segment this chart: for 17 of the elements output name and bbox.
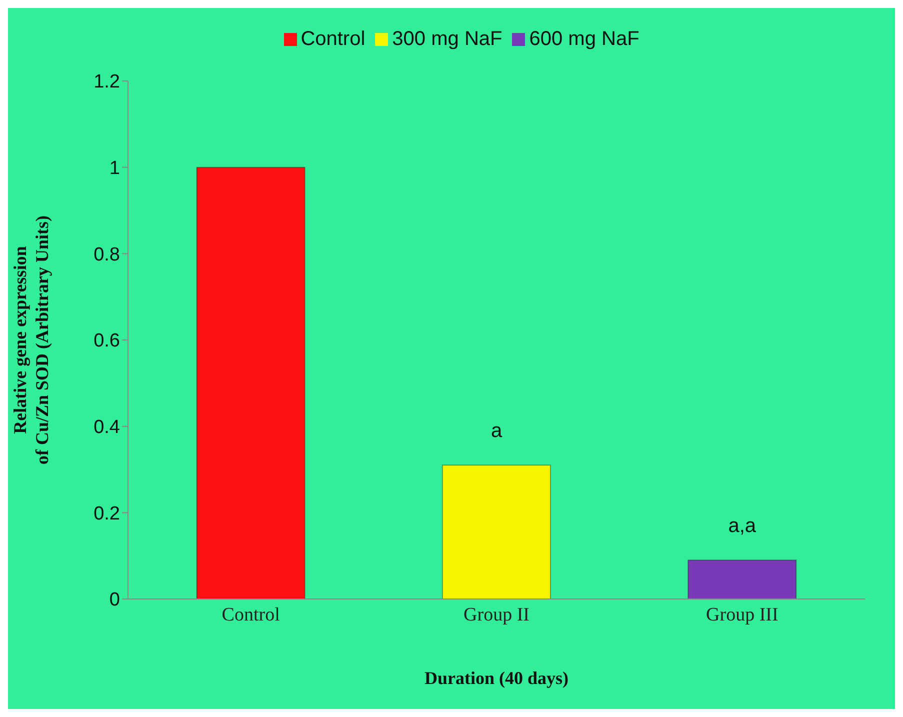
y-tick-label: 0.2 (94, 503, 120, 524)
y-tick-label: 0.4 (94, 417, 120, 438)
annotation: a,a (728, 515, 757, 538)
x-tick-label: Group II (464, 604, 530, 626)
x-tick-label: Group III (706, 604, 778, 626)
y-axis-title: Relative gene expression of Cu/Zn SOD (Arbitrary Units) (10, 215, 52, 465)
x-tick-label: Control (222, 604, 280, 626)
legend-label: 600 mg NaF (529, 28, 640, 50)
legend-label: Control (300, 28, 366, 50)
y-tick-label: 0 (109, 590, 120, 611)
x-axis-title: Duration (40 days) (424, 668, 569, 688)
y-tick-label: 0.8 (94, 244, 120, 266)
y-tick-label: 0.6 (94, 330, 120, 352)
annotation: a (490, 420, 503, 442)
y-tick-label: 1.2 (94, 72, 120, 93)
legend-label: 300 mg NaF (392, 28, 502, 50)
y-tick-label: 1 (109, 158, 120, 180)
